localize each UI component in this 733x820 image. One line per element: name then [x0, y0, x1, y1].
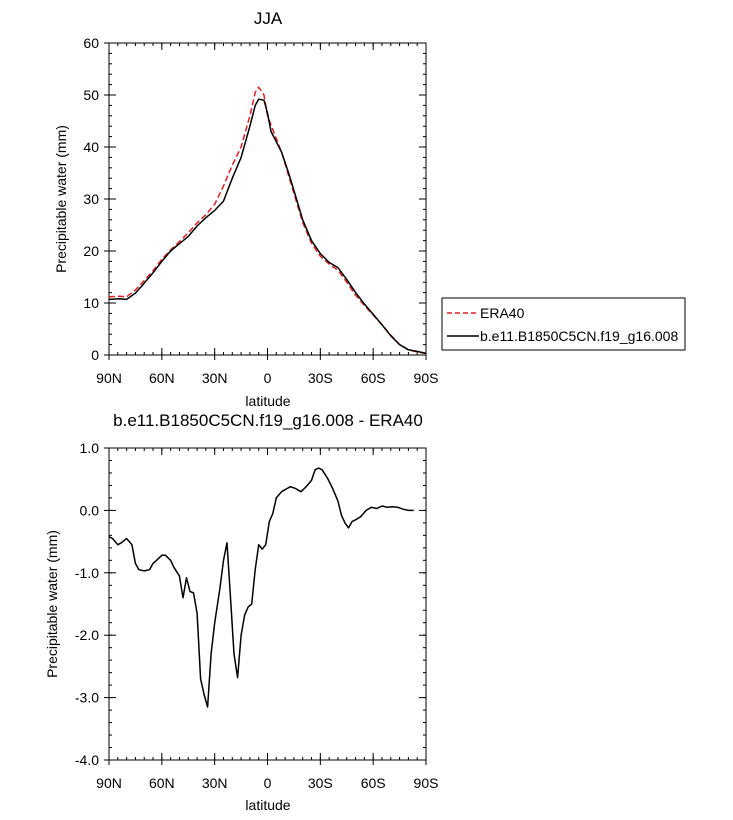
y-tick-label: -1.0 — [75, 565, 99, 581]
x-axis: 90N 60N 30N 0 30S 60S 90S — [96, 43, 438, 386]
y-tick-label: 0.0 — [80, 502, 100, 518]
y-tick-label: 1.0 — [80, 440, 100, 456]
y-tick-label: 0 — [91, 347, 99, 363]
plot-frame — [108, 42, 427, 356]
x-tick-label: 0 — [264, 775, 272, 791]
chart-title: b.e11.B1850C5CN.f19_g16.008 - ERA40 — [113, 411, 423, 430]
chart-title: JJA — [254, 9, 283, 28]
legend: ERA40 b.e11.B1850C5CN.f19_g16.008 — [441, 297, 686, 351]
x-axis-label: latitude — [245, 393, 290, 409]
y-axis: 0 10 20 30 40 50 60 — [83, 35, 426, 363]
x-tick-label: 30N — [202, 370, 228, 386]
x-tick-label: 90N — [96, 370, 122, 386]
x-axis: 90N 60N 30N 0 30S 60S 90S — [96, 448, 438, 791]
y-tick-label: 20 — [83, 243, 99, 259]
y-axis-label: Precipitable water (mm) — [44, 530, 60, 678]
plot-frame — [108, 447, 427, 761]
y-tick-label: 10 — [83, 295, 99, 311]
x-tick-label: 90N — [96, 775, 122, 791]
legend-box — [441, 297, 686, 351]
series-line-b-e11-b1850c5cn-f19-g16-008 — [108, 98, 427, 355]
series-line-difference — [108, 467, 414, 708]
x-axis-label: latitude — [245, 797, 290, 813]
x-tick-label: 30S — [308, 370, 333, 386]
y-tick-label: 60 — [83, 35, 99, 51]
x-tick-label: 60S — [361, 370, 386, 386]
y-tick-label: 40 — [83, 139, 99, 155]
climatology-panel: JJA 0 10 20 30 40 50 60 90N 60N 30N 0 30S 60S 90S la… — [53, 9, 438, 409]
series-group — [108, 86, 427, 355]
series-line-era40 — [108, 86, 427, 355]
y-tick-label: -4.0 — [75, 752, 99, 768]
y-tick-label: 30 — [83, 191, 99, 207]
x-tick-label: 60S — [361, 775, 386, 791]
legend-label-era40: ERA40 — [480, 305, 525, 321]
series-group — [108, 467, 414, 708]
x-tick-label: 90S — [414, 370, 439, 386]
difference-panel: b.e11.B1850C5CN.f19_g16.008 - ERA40 1.0 0… — [44, 411, 438, 813]
x-tick-label: 0 — [264, 370, 272, 386]
y-tick-label: 50 — [83, 87, 99, 103]
x-tick-label: 60N — [149, 370, 175, 386]
legend-label-model: b.e11.B1850C5CN.f19_g16.008 — [480, 328, 678, 344]
x-tick-label: 30S — [308, 775, 333, 791]
y-axis-label: Precipitable water (mm) — [53, 125, 69, 273]
y-tick-label: -2.0 — [75, 627, 99, 643]
y-tick-label: -3.0 — [75, 690, 99, 706]
y-axis: 1.0 0.0 -1.0 -2.0 -3.0 -4.0 — [75, 440, 426, 768]
x-tick-label: 90S — [414, 775, 439, 791]
x-tick-label: 30N — [202, 775, 228, 791]
x-tick-label: 60N — [149, 775, 175, 791]
